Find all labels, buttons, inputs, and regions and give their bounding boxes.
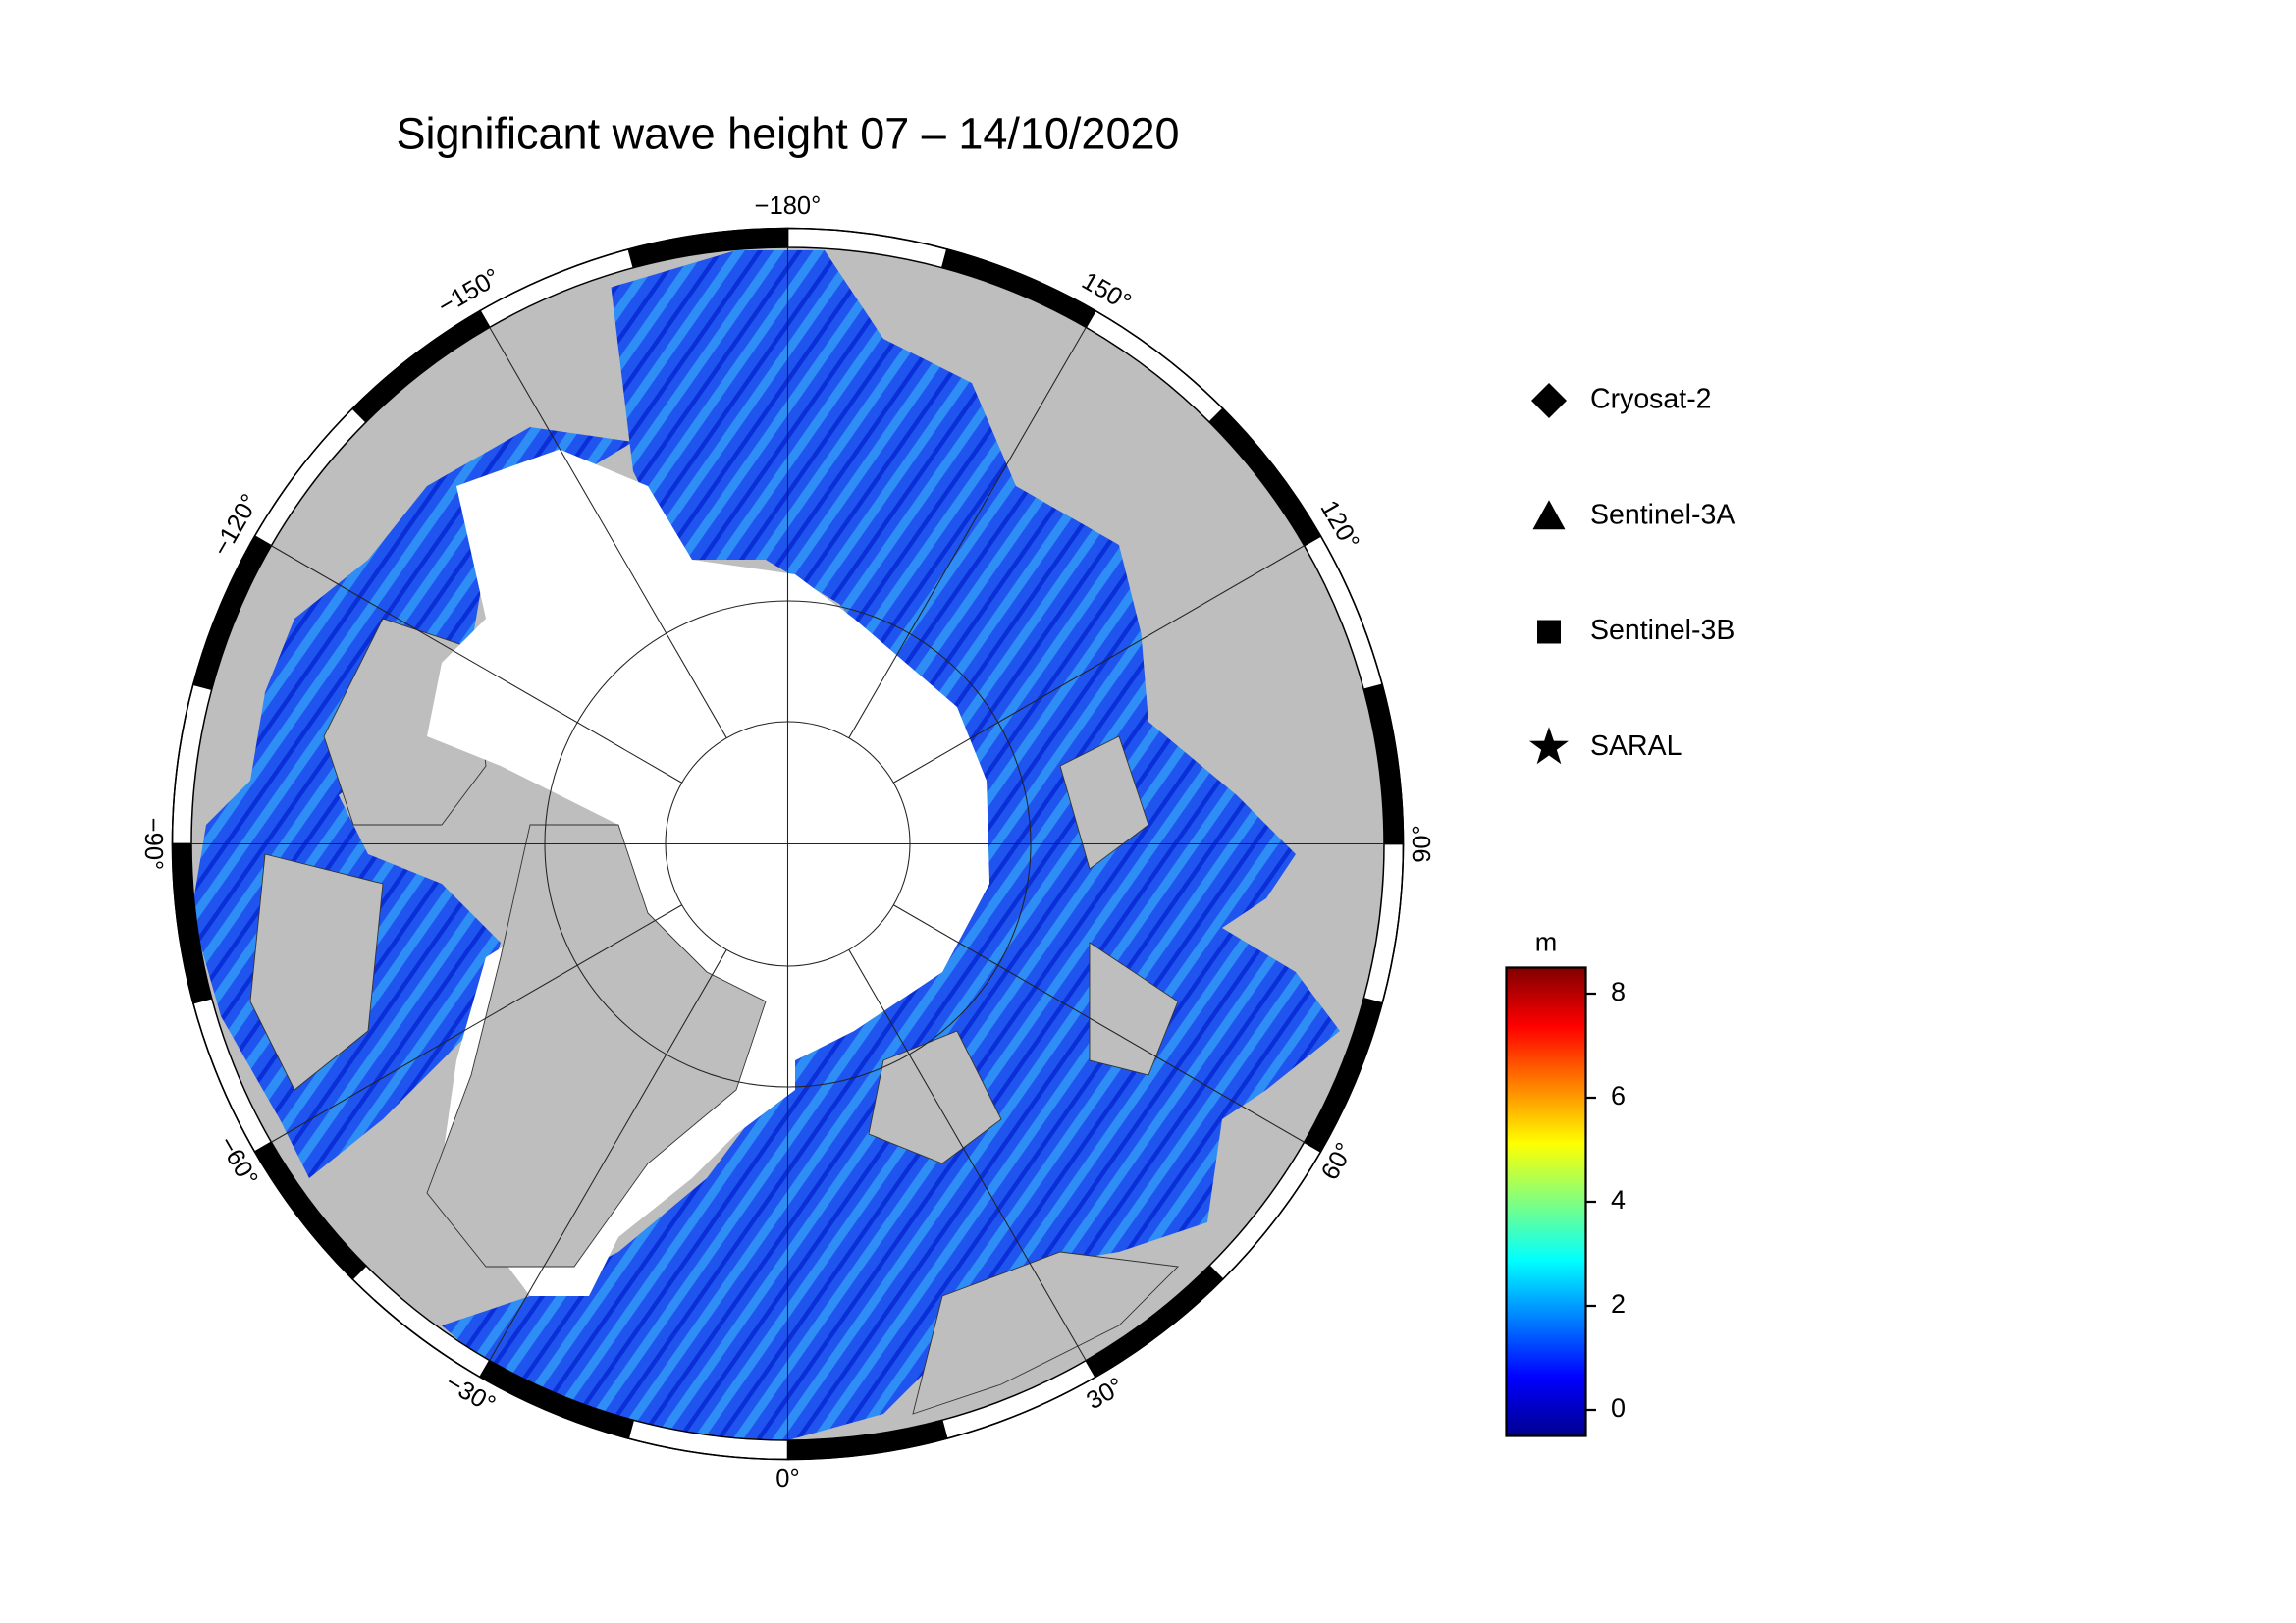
colorbar-tick-label: 4 <box>1611 1185 1626 1215</box>
land-islands <box>249 618 1179 1415</box>
colorbar-gradient <box>1505 966 1587 1437</box>
legend-label: Sentinel-3A <box>1590 499 1735 530</box>
meridian <box>489 949 727 1361</box>
legend-label: Cryosat-2 <box>1590 384 1712 415</box>
longitude-label: −90° <box>139 818 167 870</box>
legend-label: SARAL <box>1590 730 1682 762</box>
colorbar-tick-label: 0 <box>1611 1393 1626 1423</box>
meridian <box>489 327 727 738</box>
meridian <box>271 545 682 784</box>
longitude-label: 0° <box>775 1465 799 1492</box>
map-frame <box>171 227 1405 1461</box>
map <box>191 247 1384 1440</box>
colorbar-unit: m <box>1535 928 1558 957</box>
meridian <box>893 545 1305 784</box>
colorbar: m 0 2 4 6 8 <box>1505 928 1626 1437</box>
title: Significant wave height 07 – 14/10/2020 <box>396 108 1179 158</box>
meridian <box>848 949 1087 1361</box>
meridian <box>271 904 682 1143</box>
ocean-pacific-eurasia <box>442 250 1340 1440</box>
legend-marker <box>1532 500 1566 530</box>
legend-marker <box>1537 620 1561 644</box>
legend-marker <box>1531 383 1567 418</box>
longitude-label: −180° <box>755 192 822 220</box>
legend-marker <box>1529 727 1569 765</box>
legend-label: Sentinel-3B <box>1590 615 1735 646</box>
meridian <box>893 904 1305 1143</box>
legend: Cryosat-2 Sentinel-3A Sentinel-3B SARAL <box>1529 383 1735 765</box>
greenland <box>426 824 767 1268</box>
colorbar-tick-label: 6 <box>1611 1081 1626 1110</box>
meridian <box>848 327 1087 738</box>
colorbar-tick-label: 2 <box>1611 1289 1626 1319</box>
longitude-label: 90° <box>1409 825 1436 863</box>
colorbar-tick-label: 8 <box>1611 977 1626 1006</box>
frame-outline <box>171 227 1405 1461</box>
